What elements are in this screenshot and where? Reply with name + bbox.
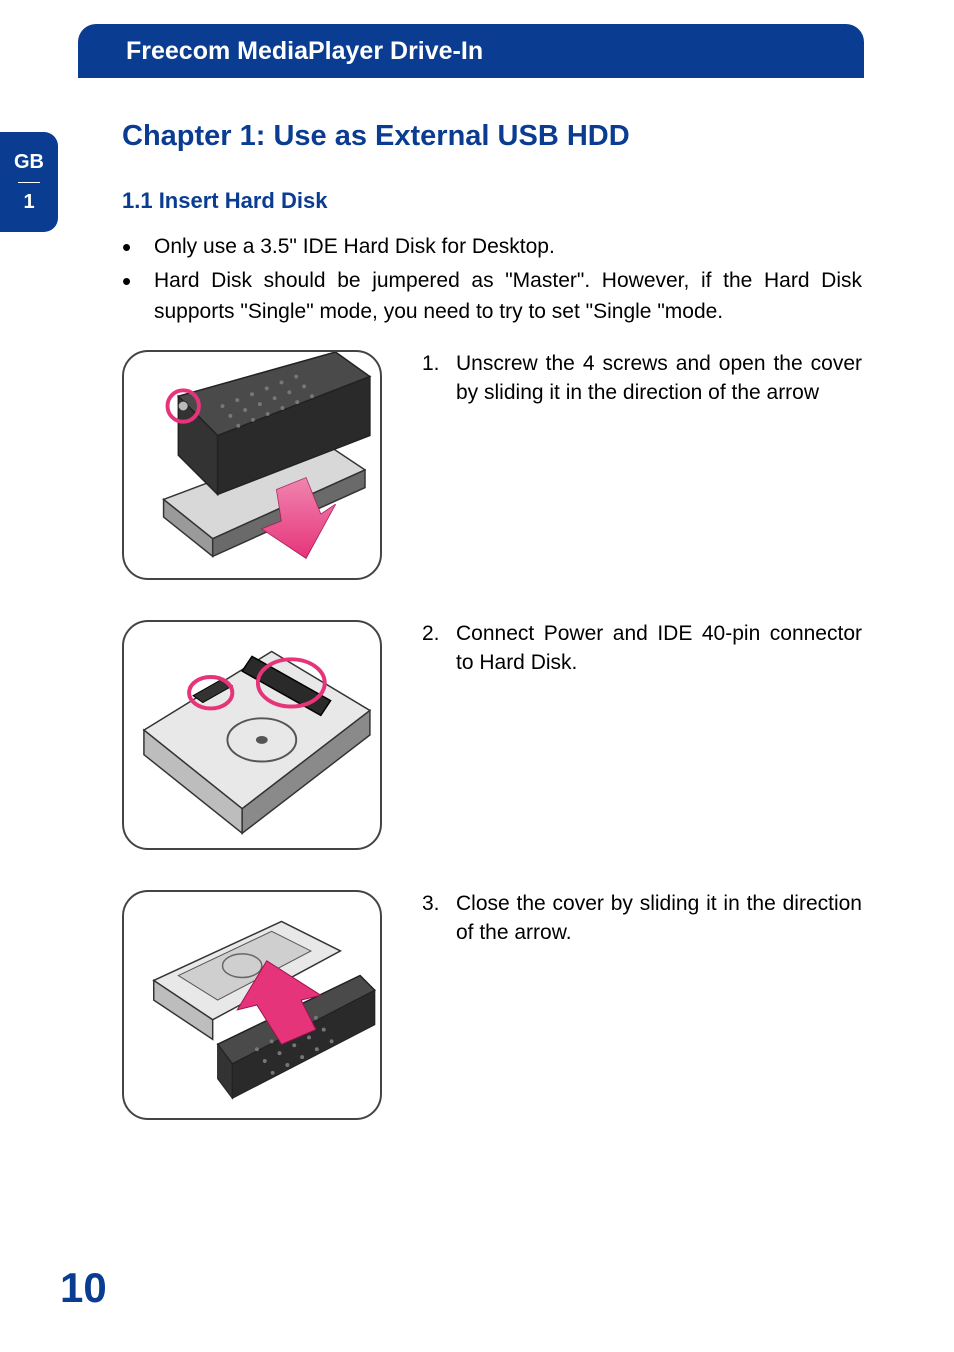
step-number: 1. <box>422 350 444 408</box>
step-row: 3. Close the cover by sliding it in the … <box>122 890 862 1120</box>
page-number: 10 <box>60 1264 107 1312</box>
header-bar: Freecom MediaPlayer Drive-In <box>78 24 864 78</box>
step-body: Connect Power and IDE 40-pin connector t… <box>456 620 862 678</box>
manual-page: Freecom MediaPlayer Drive-In GB 1 Chapte… <box>0 0 954 1352</box>
bullet-list: • Only use a 3.5" IDE Hard Disk for Desk… <box>122 232 862 331</box>
step-figure-close-cover <box>122 890 382 1120</box>
step-number: 3. <box>422 890 444 948</box>
bullet-dot-icon: • <box>122 232 136 262</box>
bullet-item: • Hard Disk should be jumpered as "Maste… <box>122 266 862 327</box>
step-body: Unscrew the 4 screws and open the cover … <box>456 350 862 408</box>
step-row: 2. Connect Power and IDE 40-pin connecto… <box>122 620 862 850</box>
steps-container: 1. Unscrew the 4 screws and open the cov… <box>122 350 862 1160</box>
step-row: 1. Unscrew the 4 screws and open the cov… <box>122 350 862 580</box>
side-tab-chapter: 1 <box>23 191 34 214</box>
step-figure-connect-ide <box>122 620 382 850</box>
step-body: Close the cover by sliding it in the dir… <box>456 890 862 948</box>
step-text: 3. Close the cover by sliding it in the … <box>422 890 862 948</box>
chapter-title: Chapter 1: Use as External USB HDD <box>122 120 862 153</box>
step-figure-open-cover <box>122 350 382 580</box>
header-title: Freecom MediaPlayer Drive-In <box>126 37 483 66</box>
step-text: 2. Connect Power and IDE 40-pin connecto… <box>422 620 862 678</box>
step-text: 1. Unscrew the 4 screws and open the cov… <box>422 350 862 408</box>
side-tab-divider <box>18 182 40 183</box>
bullet-text: Only use a 3.5" IDE Hard Disk for Deskto… <box>154 232 862 262</box>
bullet-dot-icon: • <box>122 266 136 327</box>
bullet-item: • Only use a 3.5" IDE Hard Disk for Desk… <box>122 232 862 262</box>
side-tab-lang: GB <box>14 151 44 174</box>
step-number: 2. <box>422 620 444 678</box>
bullet-text: Hard Disk should be jumpered as "Master"… <box>154 266 862 327</box>
side-tab: GB 1 <box>0 132 58 232</box>
section-title: 1.1 Insert Hard Disk <box>122 188 327 214</box>
